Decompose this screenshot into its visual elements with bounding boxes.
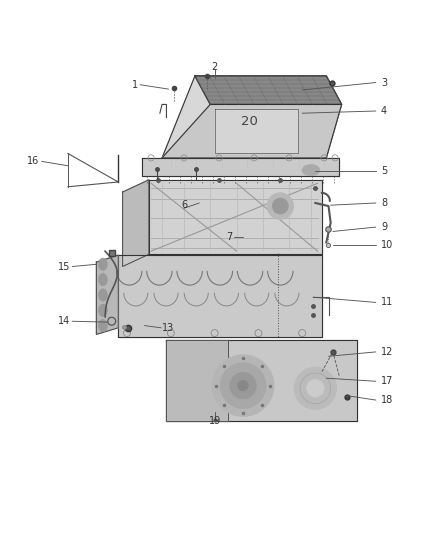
Circle shape	[307, 379, 324, 397]
Text: 5: 5	[381, 166, 387, 176]
Text: 20: 20	[241, 115, 258, 127]
Polygon shape	[142, 158, 339, 176]
Circle shape	[294, 367, 336, 409]
Text: 1: 1	[132, 80, 138, 90]
Text: 17: 17	[381, 376, 393, 386]
Text: 8: 8	[381, 198, 387, 208]
Circle shape	[272, 198, 288, 214]
Ellipse shape	[99, 304, 107, 317]
Polygon shape	[166, 340, 228, 421]
Circle shape	[230, 373, 256, 399]
Polygon shape	[162, 76, 342, 158]
Ellipse shape	[302, 165, 320, 175]
Text: 15: 15	[58, 262, 70, 271]
Circle shape	[212, 355, 274, 416]
Text: 19: 19	[208, 416, 221, 426]
Circle shape	[238, 381, 248, 391]
Polygon shape	[123, 180, 149, 266]
Polygon shape	[215, 109, 298, 152]
Text: 11: 11	[381, 297, 393, 308]
Ellipse shape	[99, 289, 107, 301]
Circle shape	[267, 193, 293, 219]
Polygon shape	[96, 255, 118, 334]
Polygon shape	[195, 76, 342, 104]
Polygon shape	[162, 104, 342, 158]
Text: 3: 3	[381, 77, 387, 87]
Text: 12: 12	[381, 347, 393, 357]
Text: 7: 7	[226, 232, 232, 242]
Text: 2: 2	[212, 62, 218, 72]
Text: 10: 10	[381, 240, 393, 251]
Text: 18: 18	[381, 395, 393, 405]
Ellipse shape	[99, 273, 107, 286]
Polygon shape	[166, 340, 357, 421]
Ellipse shape	[99, 258, 107, 270]
Text: 9: 9	[381, 222, 387, 232]
Ellipse shape	[99, 319, 107, 332]
Polygon shape	[149, 180, 322, 254]
Text: 13: 13	[162, 323, 174, 333]
Text: 14: 14	[58, 316, 70, 326]
Text: 6: 6	[181, 200, 187, 210]
Circle shape	[220, 363, 266, 408]
Text: 4: 4	[381, 106, 387, 116]
Text: 16: 16	[27, 156, 39, 166]
Polygon shape	[118, 255, 322, 336]
